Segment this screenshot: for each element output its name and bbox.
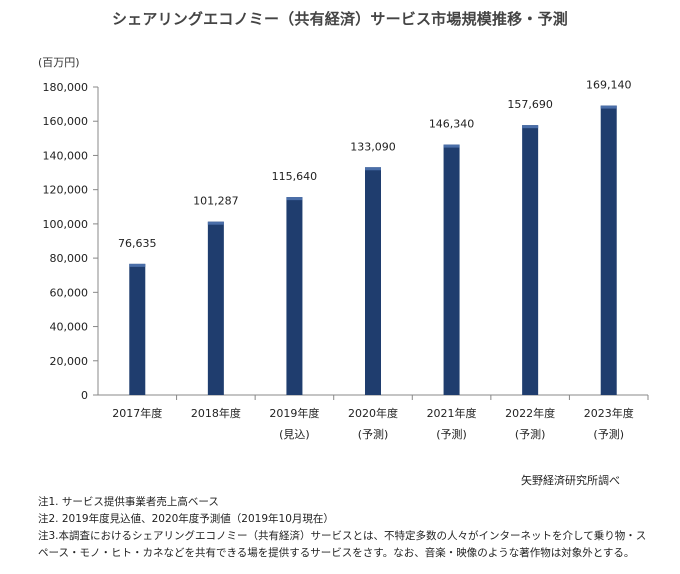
- data-label: 76,635: [118, 237, 157, 250]
- data-label: 157,690: [507, 98, 553, 111]
- y-axis-unit-label: (百万円): [38, 56, 80, 69]
- bar-top-highlight: [600, 105, 617, 109]
- x-tick-label: 2017年度: [112, 406, 162, 420]
- y-tick-label: 140,000: [43, 149, 89, 162]
- bar: [522, 125, 539, 395]
- bar-top-highlight: [129, 263, 146, 267]
- source-credit: 矢野経済研究所調べ: [521, 474, 620, 487]
- y-tick-label: 60,000: [50, 286, 89, 299]
- y-tick-label: 80,000: [50, 252, 89, 265]
- y-tick-label: 120,000: [43, 184, 89, 197]
- bar: [286, 197, 303, 395]
- bar-top-highlight: [286, 197, 303, 201]
- bar: [365, 167, 381, 395]
- footnote-2: 注2. 2019年度見込値、2020年度予測値（2019年10月現在）: [38, 513, 334, 525]
- bar: [443, 144, 460, 395]
- bar: [600, 105, 617, 395]
- x-tick-label: 2023年度: [584, 406, 634, 420]
- chart-title: シェアリングエコノミー（共有経済）サービス市場規模推移・予測: [111, 10, 568, 28]
- x-tick-label: 2020年度: [348, 406, 398, 420]
- x-tick-sublabel: (予測): [593, 427, 624, 441]
- bar-top-highlight: [522, 125, 539, 129]
- x-tick-sublabel: (予測): [358, 427, 389, 441]
- footnotes: 注1. サービス提供事業者売上高ベース 注2. 2019年度見込値、2020年度…: [38, 494, 658, 562]
- x-tick-label: 2021年度: [427, 406, 477, 420]
- footnote-3: 注3.本調査におけるシェアリングエコノミー（共有経済）サービスとは、不特定多数の…: [38, 530, 647, 542]
- footnote-1: 注1. サービス提供事業者売上高ベース: [38, 496, 219, 508]
- x-tick-sublabel: (見込): [279, 428, 310, 441]
- data-label: 101,287: [193, 195, 239, 208]
- footnote-3-continued: ペース・モノ・ヒト・カネなどを共有できる場を提供するサービスをさす。なお、音楽・…: [38, 547, 635, 559]
- bar: [129, 263, 146, 395]
- data-label: 115,640: [272, 170, 318, 183]
- bar-top-highlight: [365, 167, 381, 171]
- y-tick-label: 180,000: [43, 81, 89, 94]
- x-tick-label: 2018年度: [191, 406, 241, 420]
- data-label: 146,340: [429, 118, 475, 131]
- y-tick-label: 100,000: [43, 218, 89, 231]
- bar-top-highlight: [443, 144, 460, 148]
- bar: [207, 221, 224, 395]
- data-label: 133,090: [350, 140, 396, 153]
- data-label: 169,140: [586, 79, 632, 92]
- y-tick-label: 40,000: [50, 321, 89, 334]
- x-tick-label: 2019年度: [269, 406, 319, 420]
- y-tick-label: 160,000: [43, 115, 89, 128]
- bar-chart: 0 20,000 40,000 60,000 80,000 100,000 120,000 1…: [43, 79, 649, 441]
- bar-top-highlight: [207, 221, 224, 225]
- x-tick-sublabel: (予測): [436, 427, 467, 441]
- x-tick-sublabel: (予測): [515, 427, 546, 441]
- y-tick-label: 20,000: [50, 355, 89, 368]
- x-tick-label: 2022年度: [505, 406, 555, 420]
- y-tick-label: 0: [81, 389, 88, 402]
